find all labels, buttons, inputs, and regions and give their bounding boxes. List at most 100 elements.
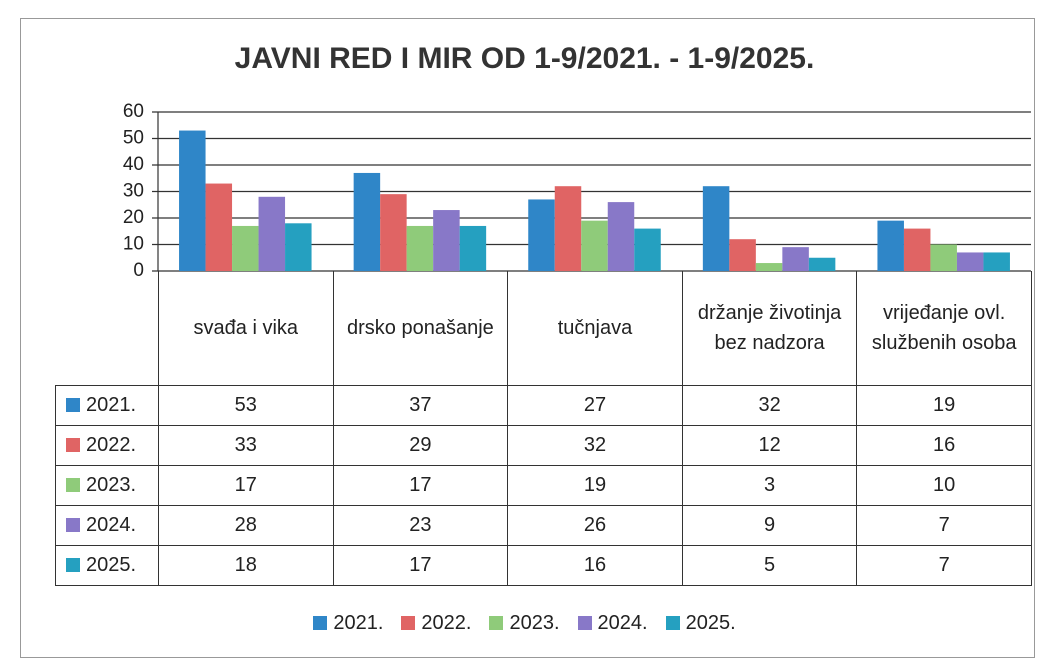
frame xyxy=(20,18,1035,658)
table-value: 29 xyxy=(332,424,509,466)
table-value: 17 xyxy=(332,544,509,586)
bar xyxy=(877,220,904,271)
table-value: 7 xyxy=(856,544,1032,586)
legend-swatch xyxy=(489,616,504,630)
row-label: 2022. xyxy=(86,433,137,456)
table-value: 3 xyxy=(681,464,858,506)
table-row: 2021. 53 37 27 32 19 xyxy=(55,384,1032,426)
bar xyxy=(205,183,233,271)
y-tick-label: 50 xyxy=(123,128,144,149)
legend-swatch xyxy=(577,616,592,630)
bar xyxy=(808,257,836,271)
table-row: 2025. 18 17 16 5 7 xyxy=(55,544,1032,586)
table-value: 5 xyxy=(681,544,858,586)
table-row: 2024. 28 23 26 9 7 xyxy=(55,504,1032,546)
legend-item: 2021. xyxy=(313,612,383,635)
row-label: 2023. xyxy=(86,473,137,496)
row-header: 2022. xyxy=(55,424,159,466)
bar xyxy=(581,220,608,271)
bar xyxy=(634,228,661,271)
table-value: 28 xyxy=(158,504,334,546)
bar xyxy=(406,225,434,271)
table-value: 37 xyxy=(332,384,509,426)
y-tick-label: 20 xyxy=(123,207,144,228)
table-value: 12 xyxy=(681,424,858,466)
legend: 2021. 2022. 2023. 2024. 2025. xyxy=(0,612,1049,635)
table-value: 18 xyxy=(158,544,334,586)
row-header: 2025. xyxy=(55,544,159,586)
legend-swatch xyxy=(66,517,80,532)
bar xyxy=(983,252,1010,271)
bar xyxy=(554,186,582,271)
legend-item: 2024. xyxy=(577,612,648,635)
bar xyxy=(179,130,206,271)
table-value: 9 xyxy=(681,504,858,546)
table-value: 19 xyxy=(507,464,683,506)
chart-title: JAVNI RED I MIR OD 1-9/2021. - 1-9/2025. xyxy=(234,42,815,75)
table-corner xyxy=(56,271,159,385)
table-value: 32 xyxy=(507,424,683,466)
legend-item: 2023. xyxy=(489,612,560,635)
table-header-row: svađa i vika drsko ponašanje tučnjava držan… xyxy=(56,271,1032,386)
bar xyxy=(702,186,730,271)
y-tick-label: 30 xyxy=(123,181,144,202)
legend-swatch xyxy=(66,477,80,492)
table-value: 16 xyxy=(856,424,1032,466)
legend-swatch xyxy=(66,557,80,572)
bar xyxy=(232,225,259,271)
row-label: 2024. xyxy=(86,513,137,536)
category-label: drsko ponašanje xyxy=(332,271,509,386)
legend-swatch xyxy=(665,616,680,630)
table-value: 7 xyxy=(856,504,1032,546)
table-value: 16 xyxy=(507,544,683,586)
data-table: svađa i vika drsko ponašanje tučnjava držan… xyxy=(55,271,1032,586)
table-value: 32 xyxy=(681,384,858,426)
table-row: 2023. 17 17 19 3 10 xyxy=(55,464,1032,506)
bar xyxy=(258,196,286,271)
bar xyxy=(903,228,931,271)
table-value: 26 xyxy=(507,504,683,546)
legend-swatch xyxy=(313,616,328,630)
legend-item: 2022. xyxy=(401,612,471,635)
legend-label: 2024. xyxy=(597,612,648,634)
y-tick-label: 40 xyxy=(123,154,144,175)
category-label: vrijeđanje ovl. službenih osoba xyxy=(856,271,1032,386)
bar xyxy=(459,225,487,271)
table-value: 17 xyxy=(332,464,509,506)
category-label: svađa i vika xyxy=(158,271,334,386)
bar xyxy=(956,252,984,271)
bar xyxy=(782,247,809,271)
bar xyxy=(353,172,381,271)
table-value: 27 xyxy=(507,384,683,426)
row-label: 2021. xyxy=(86,393,137,416)
legend-swatch xyxy=(66,397,80,412)
bar xyxy=(930,244,957,271)
legend-label: 2021. xyxy=(333,612,384,634)
bar xyxy=(729,239,756,271)
legend-label: 2025. xyxy=(685,612,736,634)
bar xyxy=(380,194,407,271)
row-header: 2021. xyxy=(55,384,159,426)
legend-label: 2022. xyxy=(421,612,472,634)
table-value: 17 xyxy=(158,464,334,506)
legend-item: 2025. xyxy=(665,612,736,635)
table-value: 19 xyxy=(856,384,1032,426)
table-value: 33 xyxy=(158,424,334,466)
table-value: 23 xyxy=(332,504,509,546)
row-header: 2024. xyxy=(55,504,159,546)
bar xyxy=(755,263,783,271)
row-label: 2025. xyxy=(86,553,137,576)
table-row: 2022. 33 29 32 12 16 xyxy=(55,424,1032,466)
legend-swatch xyxy=(66,437,80,452)
category-label: tučnjava xyxy=(507,271,683,386)
table-value: 10 xyxy=(856,464,1032,506)
bar xyxy=(285,223,312,271)
bar xyxy=(607,202,635,271)
category-label: držanje životinja bez nadzora xyxy=(681,271,858,386)
bar xyxy=(528,199,555,271)
bar xyxy=(433,210,460,271)
table-value: 53 xyxy=(158,384,334,426)
row-header: 2023. xyxy=(55,464,159,506)
legend-swatch xyxy=(401,616,416,630)
